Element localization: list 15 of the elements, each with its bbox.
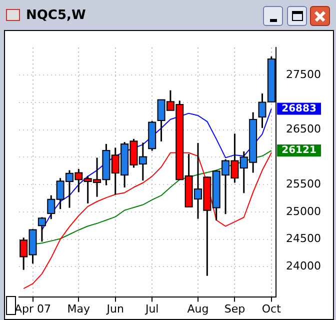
x-tick-label: May bbox=[67, 302, 91, 316]
data-label: 26883 bbox=[282, 103, 316, 114]
x-tick-label: Jun bbox=[106, 302, 124, 316]
x-tick-label: Jul bbox=[144, 302, 159, 316]
x-tick-label: Sep bbox=[224, 302, 246, 316]
y-tick-label: 26500 bbox=[286, 122, 322, 136]
y-tick-label: 24500 bbox=[286, 232, 322, 246]
y-tick-label: 25000 bbox=[286, 204, 322, 218]
y-tick-label: 24000 bbox=[286, 260, 322, 273]
data-label: 26121 bbox=[282, 145, 316, 156]
chart-title: NQC5,W bbox=[26, 7, 86, 25]
x-tick-label: Aug bbox=[187, 302, 209, 316]
y-tick-label: 27500 bbox=[286, 68, 322, 81]
x-tick-label: Oct bbox=[262, 302, 282, 316]
y-tick-label: 25500 bbox=[286, 177, 322, 190]
